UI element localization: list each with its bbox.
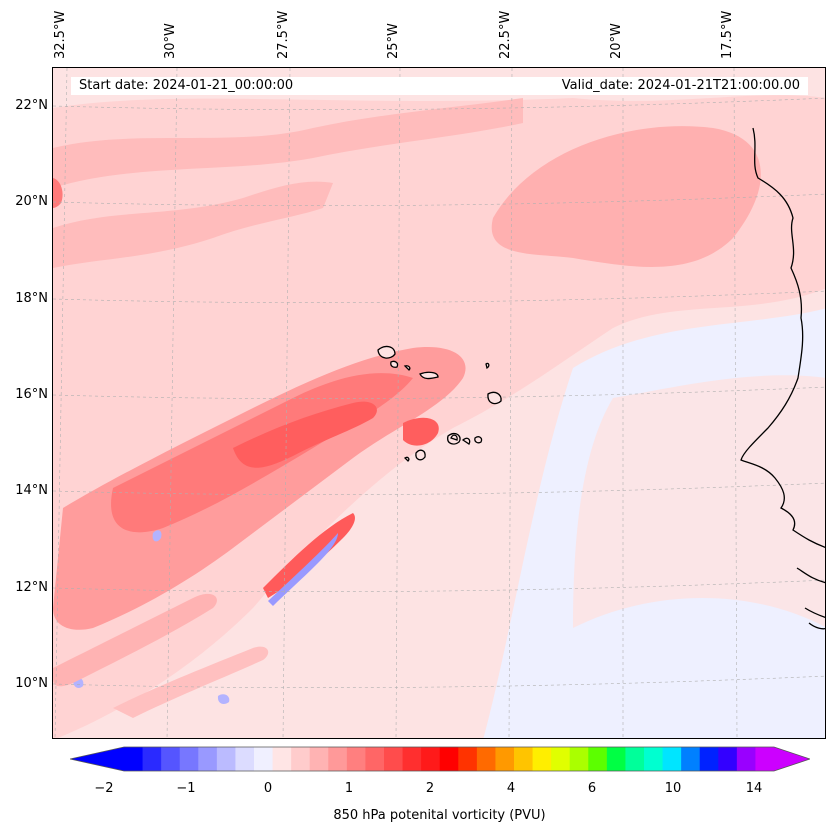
colorbar-segment [328, 747, 348, 771]
colorbar-tick-label: 4 [506, 781, 516, 796]
pv-field-map [53, 68, 825, 738]
colorbar-extend-max [774, 747, 810, 771]
colorbar-outline [70, 746, 810, 772]
colorbar-tick-label: −1 [176, 781, 196, 796]
colorbar-segment [569, 747, 589, 771]
colorbar-segment [644, 747, 664, 771]
colorbar-segment [662, 747, 682, 771]
lon-label-25w: 25°W [386, 23, 401, 59]
colorbar-segment [458, 747, 478, 771]
map-plot-area [52, 67, 826, 739]
start-date-text: Start date: 2024-01-21_00:00:00 [79, 78, 294, 93]
colorbar-extend-min [70, 747, 124, 771]
colorbar-segment [514, 747, 534, 771]
colorbar-tick-label: 6 [587, 781, 597, 796]
lat-label-14n: 14°N [15, 483, 48, 498]
colorbar-tick-label: 0 [263, 781, 273, 796]
colorbar-segment [142, 747, 162, 771]
colorbar-segment [588, 747, 608, 771]
colorbar-segment [402, 747, 422, 771]
colorbar-segment [495, 747, 515, 771]
lon-label-22-5w: 22.5°W [498, 10, 513, 59]
colorbar-segment [551, 747, 571, 771]
colorbar-segment [198, 747, 218, 771]
colorbar-segment [346, 747, 366, 771]
colorbar-segment [254, 747, 274, 771]
colorbar-label: 850 hPa potenital vorticity (PVU) [333, 808, 546, 823]
colorbar-tick-label: −2 [94, 781, 114, 796]
colorbar-segment [421, 747, 441, 771]
colorbar-tick-label: 1 [344, 781, 354, 796]
graticule [53, 68, 825, 738]
lon-label-32-5w: 32.5°W [53, 10, 68, 59]
lon-label-20w: 20°W [609, 23, 624, 59]
colorbar [70, 746, 810, 772]
lat-label-16n: 16°N [15, 387, 48, 402]
lon-label-27-5w: 27.5°W [276, 10, 291, 59]
lat-label-12n: 12°N [15, 580, 48, 595]
colorbar-segment [681, 747, 701, 771]
colorbar-segment [124, 747, 144, 771]
colorbar-segment [272, 747, 292, 771]
africa-coastline [740, 127, 825, 630]
cape-verde-islands [377, 345, 502, 462]
colorbar-segment [365, 747, 385, 771]
colorbar-tick-label: 14 [745, 781, 763, 796]
colorbar-segment [291, 747, 311, 771]
colorbar-segment [606, 747, 626, 771]
colorbar-segment [699, 747, 719, 771]
colorbar-segment [309, 747, 329, 771]
colorbar-segment [755, 747, 775, 771]
lon-label-17-5w: 17.5°W [720, 10, 735, 59]
colorbar-segment [439, 747, 459, 771]
colorbar-tick-label: 10 [664, 781, 682, 796]
lon-label-30w: 30°W [163, 23, 178, 59]
lat-label-18n: 18°N [15, 291, 48, 306]
colorbar-segment [532, 747, 552, 771]
colorbar-segment [161, 747, 181, 771]
valid-date-text: Valid_date: 2024-01-21T21:00:00.00 [561, 78, 800, 93]
colorbar-segment [476, 747, 496, 771]
colorbar-tick-label: 2 [425, 781, 435, 796]
lat-label-22n: 22°N [15, 98, 48, 113]
colorbar-segment [216, 747, 236, 771]
colorbar-segment [718, 747, 738, 771]
colorbar-segment [235, 747, 255, 771]
date-info-bar: Start date: 2024-01-21_00:00:00 Valid_da… [71, 77, 808, 95]
colorbar-segment [625, 747, 645, 771]
lat-label-20n: 20°N [15, 194, 48, 209]
lat-label-10n: 10°N [15, 676, 48, 691]
colorbar-segment [384, 747, 404, 771]
colorbar-segment [736, 747, 756, 771]
colorbar-segment [179, 747, 199, 771]
